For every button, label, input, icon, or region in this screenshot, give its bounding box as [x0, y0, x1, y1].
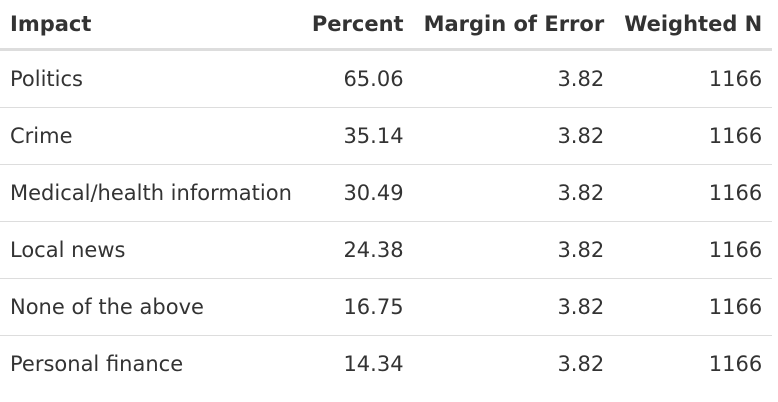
cell-percent: 35.14: [301, 107, 414, 165]
cell-percent: 65.06: [343, 67, 404, 91]
column-header-margin-of-error: Margin of Error: [413, 0, 615, 51]
cell-impact: Politics: [10, 67, 83, 91]
cell-margin-of-error: 3.82: [413, 335, 615, 392]
table-row: Politics 65.06 3.82 1166: [0, 50, 772, 108]
header-row: Impact Percent Margin of Error Weighted …: [0, 0, 773, 51]
cell-impact: None of the above: [0, 278, 302, 336]
table-row: Local news 24.38 3.82 1166: [0, 221, 773, 279]
cell-percent: 24.38: [301, 221, 414, 279]
cell-weighted-n: 1166: [614, 107, 773, 165]
cell-weighted-n: 1166: [614, 164, 773, 222]
table-row: Personal finance 14.34 3.82 1166: [0, 335, 773, 392]
cell-margin-of-error: 3.82: [413, 221, 615, 279]
cell-impact: Medical/health information: [0, 164, 302, 222]
table-row: Medical/health information 30.49 3.82 11…: [0, 164, 773, 222]
cell-margin-of-error: 3.82: [557, 67, 605, 91]
cell-impact: Personal finance: [0, 335, 302, 392]
cell-margin-of-error: 3.82: [413, 278, 615, 336]
column-header-percent: Percent: [301, 0, 414, 51]
cell-percent: 30.49: [301, 164, 414, 222]
cell-impact: Crime: [0, 107, 302, 165]
cell-percent: 16.75: [301, 278, 414, 336]
cell-weighted-n: 1166: [614, 335, 773, 392]
column-header-weighted-n: Weighted N: [614, 0, 773, 51]
cell-impact: Local news: [0, 221, 302, 279]
table-row: Crime 35.14 3.82 1166: [0, 107, 773, 165]
cell-percent: 14.34: [301, 335, 414, 392]
impact-table: Impact Percent Margin of Error Weighted …: [0, 0, 773, 392]
cell-weighted-n: 1166: [614, 278, 773, 336]
cell-weighted-n: 1166: [614, 221, 773, 279]
cell-margin-of-error: 3.82: [413, 107, 615, 165]
table-header: Impact Percent Margin of Error Weighted …: [0, 0, 773, 51]
column-header-impact: Impact: [0, 0, 302, 51]
cell-margin-of-error: 3.82: [413, 164, 615, 222]
cell-weighted-n: 1166: [708, 67, 763, 91]
table-body: Politics 65.06 3.82 1166 Crime 35.14 3.8…: [0, 50, 773, 392]
table-row: None of the above 16.75 3.82 1166: [0, 278, 773, 336]
